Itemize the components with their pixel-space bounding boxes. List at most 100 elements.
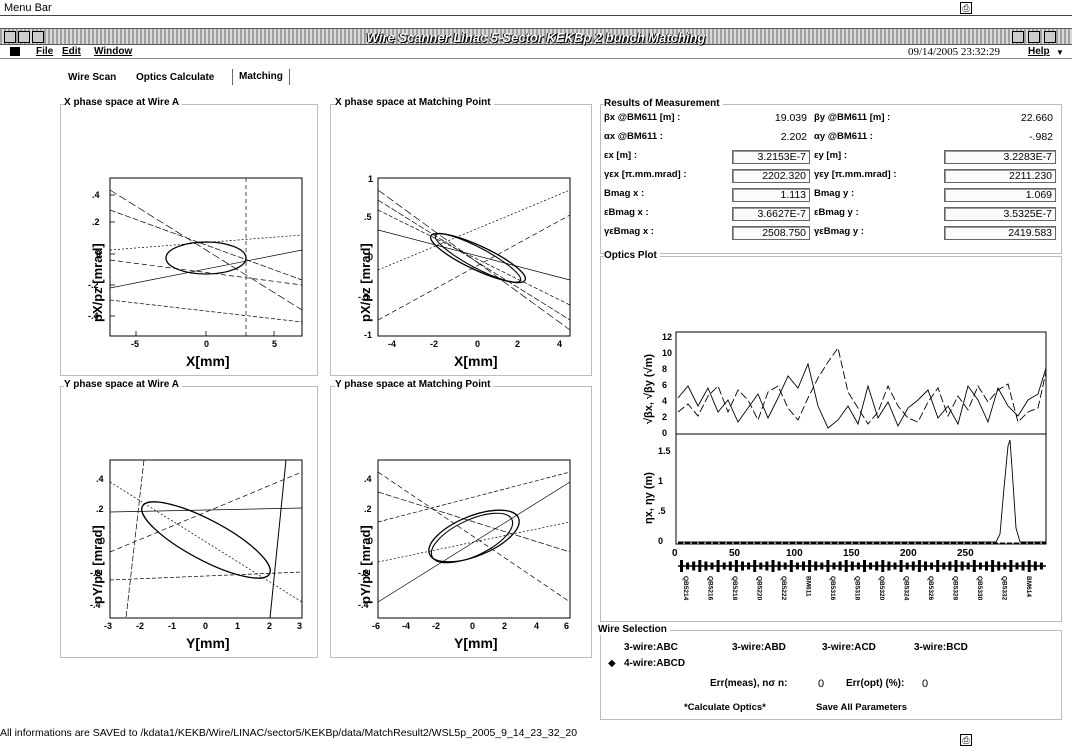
radio-selected-icon[interactable]: ◆ <box>608 658 616 669</box>
tab-bar: Wire Scan Optics Calculate Matching <box>64 69 304 88</box>
beamline-element <box>844 560 848 572</box>
element-label: QB5216 <box>707 576 714 601</box>
plot-title-ym: Y phase space at Matching Point <box>335 379 494 390</box>
beamline-element <box>698 560 702 572</box>
err-meas-value[interactable]: 0 <box>818 678 825 690</box>
result-value-x[interactable]: 1.113 <box>732 188 810 202</box>
beamline-element <box>1015 562 1019 570</box>
result-value-x[interactable]: 2508.750 <box>732 226 810 240</box>
xtick: 0 <box>470 621 475 631</box>
menu-file[interactable]: File <box>36 46 54 57</box>
minimize-icon[interactable] <box>1012 31 1024 43</box>
window-menu-icon[interactable] <box>4 31 16 43</box>
result-value-y[interactable]: 3.2283E-7 <box>944 150 1056 164</box>
element-label: QB5326 <box>927 576 934 601</box>
help-chevron-icon[interactable]: ▼ <box>1056 48 1064 57</box>
beamline-element <box>838 561 842 571</box>
element-label: BM611 <box>805 576 812 597</box>
close-icon[interactable] <box>1044 31 1056 43</box>
xtick: -2 <box>430 339 438 349</box>
menu-window[interactable]: Window <box>94 46 133 57</box>
element-label: QB5324 <box>903 576 910 601</box>
printer-icon[interactable]: ⎙ <box>960 2 972 14</box>
phase-plot-ya: .4 .2 0 -.2 -.4 -3 -2 -1 0 1 2 3 Y[mm] pY/pz [mrad… <box>90 459 303 651</box>
x-tick-label: 50 <box>729 548 741 559</box>
result-label-y: αy @BM611 : <box>814 131 873 142</box>
beamline-element <box>722 562 726 570</box>
result-value-x[interactable]: 3.6627E-7 <box>732 207 810 221</box>
eta-tick-label: 1.5 <box>658 446 671 456</box>
tab-matching[interactable]: Matching <box>232 69 290 85</box>
element-label: QB5316 <box>829 576 836 601</box>
window-title-bar[interactable]: Wire Scanner Linac 5-Sector KEKBp 2 bunc… <box>0 28 1072 45</box>
outer-menu-bar[interactable]: Menu Bar <box>0 0 1072 16</box>
element-label: QB5320 <box>878 576 885 601</box>
beamline-element <box>881 560 885 572</box>
wire-option-abcd[interactable]: 4-wire:ABCD <box>624 658 686 669</box>
ytick: -.4 <box>88 311 99 321</box>
app-icon <box>10 47 20 56</box>
xtick: 1 <box>235 621 240 631</box>
beamline-element <box>936 560 940 572</box>
maximize-icon[interactable] <box>1028 31 1040 43</box>
wire-selection-title: Wire Selection <box>598 624 670 635</box>
save-all-parameters-button[interactable]: Save All Parameters <box>816 702 908 713</box>
ytick: .2 <box>96 504 104 514</box>
eta-tick-label: 1 <box>658 476 663 486</box>
ylabel-ym: pY/pz [mrad] <box>358 525 373 604</box>
x-tick-label: 150 <box>843 548 860 559</box>
xlabel-xa: X[mm] <box>186 353 230 369</box>
wire-option-acd[interactable]: 3-wire:ACD <box>822 642 876 653</box>
beamline-element <box>716 560 720 572</box>
phase-plot-xa: .4 .2 0 -.2 -.4 -5 0 5 X[mm] pX/pz [mrad] <box>88 177 303 369</box>
result-value-y[interactable]: 3.5325E-7 <box>944 207 1056 221</box>
xtick: 0 <box>475 339 480 349</box>
wire-selection-frame <box>600 630 1062 720</box>
sqrt-beta-x-curve <box>677 362 1047 429</box>
beamline-element <box>1003 562 1007 570</box>
wire-option-abc[interactable]: 3-wire:ABC <box>624 642 678 653</box>
element-label: BM614 <box>1025 576 1032 597</box>
optics-title: Optics Plot <box>604 250 660 261</box>
result-value-y[interactable]: 1.069 <box>944 188 1056 202</box>
x-tick-label: 0 <box>672 548 678 559</box>
wire-option-abd[interactable]: 3-wire:ABD <box>732 642 786 653</box>
result-label-y: εy [m] : <box>814 150 848 161</box>
window-shade-icon[interactable] <box>18 31 30 43</box>
xtick: 6 <box>564 621 569 631</box>
beamline-element <box>942 562 946 570</box>
beamline-element <box>985 561 988 571</box>
window-stick-icon[interactable] <box>32 31 44 43</box>
calculate-optics-button[interactable]: *Calculate Optics* <box>684 702 766 713</box>
eta-ylabel: ηx, ηy (m) <box>643 472 655 524</box>
result-label-y: γεy [π.mm.mrad] : <box>814 169 897 180</box>
result-value-x[interactable]: 3.2153E-7 <box>732 150 810 164</box>
beta-tick-label: 12 <box>662 332 672 342</box>
beta-tick-label: 6 <box>662 380 667 390</box>
save-status-icon[interactable]: ⎙ <box>960 734 972 746</box>
element-label: QB5330 <box>976 576 983 601</box>
datetime-display: 09/14/2005 23:32:29 <box>908 46 1000 58</box>
xtick: 4 <box>534 621 539 631</box>
result-value-y[interactable]: 2211.230 <box>944 169 1056 183</box>
plot-frame-xa <box>60 104 318 376</box>
beamline-element <box>728 561 732 571</box>
beamline-element <box>966 562 970 570</box>
result-value-y[interactable]: 2419.583 <box>944 226 1056 240</box>
wire-option-bcd[interactable]: 3-wire:BCD <box>914 642 968 653</box>
tab-wire-scan[interactable]: Wire Scan <box>68 72 117 83</box>
tab-optics-calculate[interactable]: Optics Calculate <box>136 72 215 83</box>
result-value-x[interactable]: 2202.320 <box>732 169 810 183</box>
outer-menu-label: Menu Bar <box>4 2 52 14</box>
element-label: QB5328 <box>952 576 959 601</box>
menu-edit[interactable]: Edit <box>62 46 81 57</box>
beamline-element <box>802 561 805 571</box>
result-label-x: βx @BM611 [m] : <box>604 112 681 123</box>
xlabel-ym: Y[mm] <box>454 635 498 651</box>
element-label: QB5214 <box>682 576 689 601</box>
element-label: QB5332 <box>1001 576 1008 601</box>
err-opt-value[interactable]: 0 <box>922 678 929 690</box>
beta-tick-label: 8 <box>662 364 667 374</box>
plot-title-xa: X phase space at Wire A <box>64 97 183 108</box>
menu-help[interactable]: Help <box>1028 46 1050 57</box>
